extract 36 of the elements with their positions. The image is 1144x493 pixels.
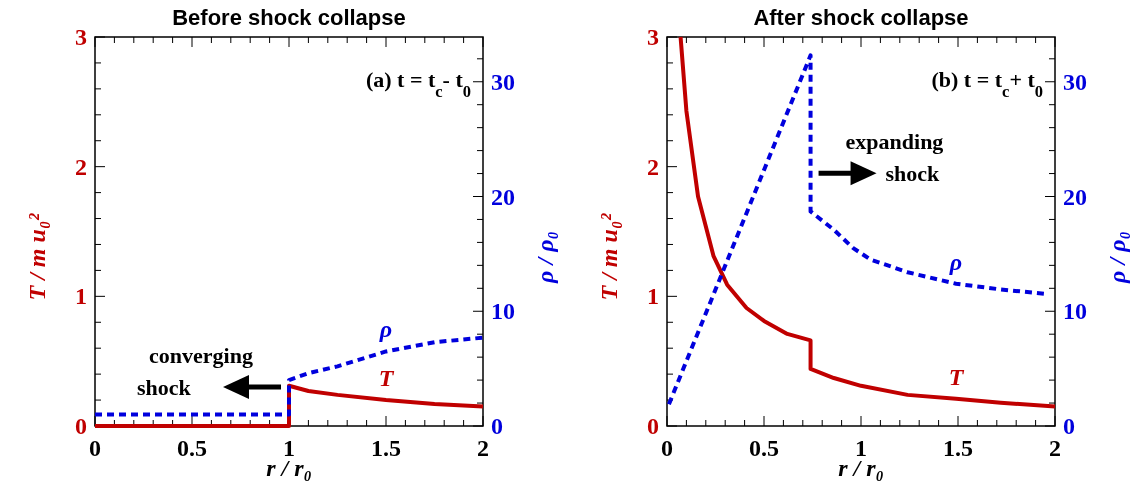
x-tick-label: 0.5 (749, 435, 779, 461)
chart-title: After shock collapse (753, 5, 969, 30)
y-axis-title: T / m u₀² (596, 212, 622, 301)
y2-tick-label: 20 (491, 183, 515, 210)
y-tick-label: 0 (647, 413, 659, 439)
y2-tick-label: 0 (491, 413, 503, 439)
chart-title: Before shock collapse (172, 5, 406, 30)
annotation: expanding shock (845, 129, 944, 187)
y2-tick-label: 30 (491, 68, 515, 95)
y-tick-label: 1 (75, 283, 87, 310)
y2-tick-label: 30 (1063, 68, 1087, 95)
y-tick-label: 2 (647, 153, 659, 180)
series-label: ρ (378, 316, 393, 343)
y2-axis-title: ρ / ρ₀ (1104, 231, 1130, 284)
x-tick-label: 2 (1049, 435, 1061, 461)
annotation: (a) t = t$_{c}$- t$_{0}$ (365, 67, 471, 101)
y-tick-label: 0 (75, 413, 87, 439)
y2-tick-label: 20 (1063, 183, 1087, 210)
y2-axis-title: ρ / ρ₀ (532, 231, 558, 284)
series-label: T (378, 365, 395, 392)
y-axis-title: T / m u₀² (24, 212, 50, 301)
x-tick-label: 2 (477, 435, 489, 461)
y2-tick-label: 0 (1063, 413, 1075, 439)
series-label: ρ (948, 248, 963, 275)
x-tick-label: 1.5 (371, 435, 401, 461)
annotation: converging shock (137, 343, 253, 401)
y2-tick-label: 10 (491, 298, 515, 325)
y-tick-label: 1 (647, 283, 659, 310)
x-tick-label: 1.5 (943, 435, 973, 461)
x-tick-label: 0.5 (177, 435, 207, 461)
y-tick-label: 3 (75, 24, 87, 50)
annotation: (b) t = t$_{c}$+ t$_{0}$ (931, 67, 1043, 101)
y2-tick-label: 10 (1063, 298, 1087, 325)
series-label: T (948, 363, 965, 390)
y-tick-label: 3 (647, 24, 659, 50)
y-tick-label: 2 (75, 153, 87, 180)
